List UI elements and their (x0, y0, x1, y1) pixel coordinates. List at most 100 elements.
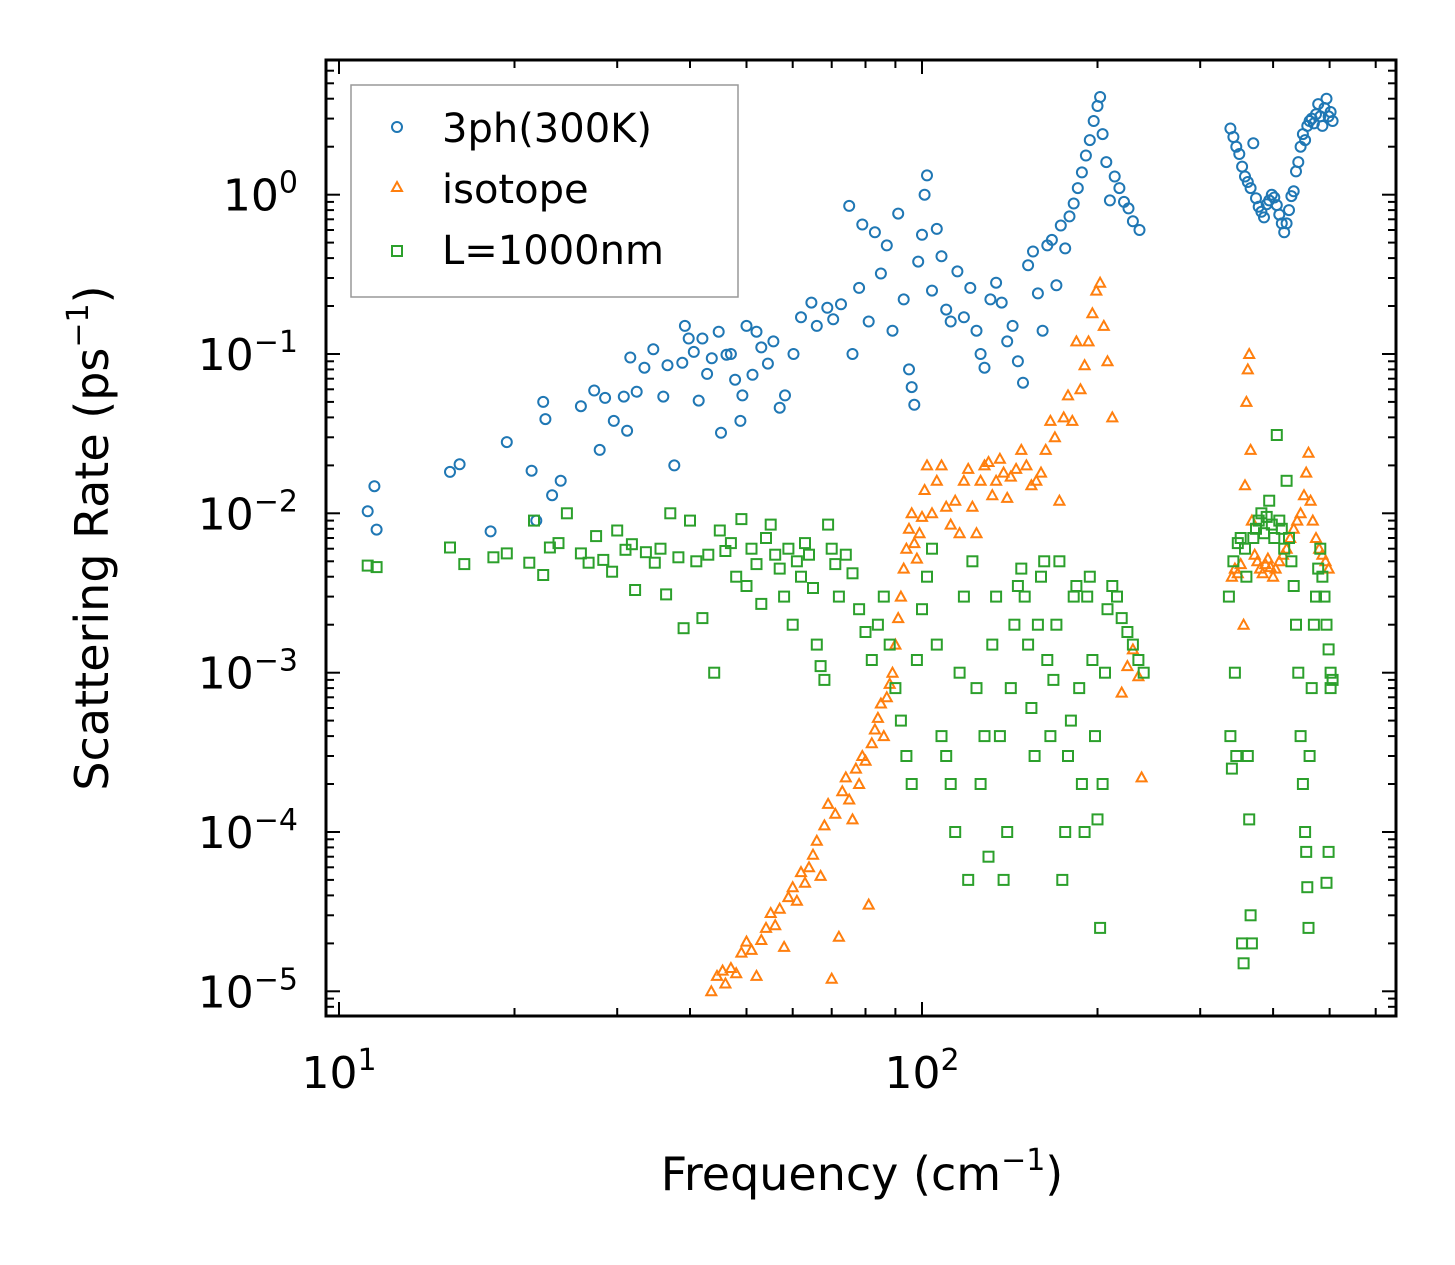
data-point (821, 796, 835, 809)
data-point (1096, 128, 1109, 141)
data-point (974, 348, 987, 360)
data-point (1089, 730, 1101, 743)
data-point (832, 590, 845, 603)
data-point (1266, 569, 1280, 582)
data-point (832, 929, 846, 942)
data-point (903, 363, 915, 376)
data-point (940, 303, 953, 316)
data-point (1290, 618, 1302, 631)
data-point (978, 361, 991, 374)
data-point (1073, 682, 1086, 695)
data-point (921, 169, 933, 182)
data-point (993, 451, 1007, 464)
data-point (786, 880, 800, 893)
data-point (1299, 134, 1312, 147)
data-point (1239, 542, 1251, 555)
data-point (1236, 937, 1249, 950)
legend-marker-square (391, 245, 403, 257)
data-point (1093, 275, 1107, 288)
data-point (1268, 532, 1281, 544)
x-tick-label: 102 (884, 1043, 959, 1099)
data-point (773, 401, 786, 414)
data-point (597, 553, 610, 566)
data-point (729, 373, 742, 386)
data-point (997, 873, 1010, 886)
data-point (944, 315, 957, 328)
data-point (1227, 555, 1240, 568)
y-tick-label: 10−2 (198, 484, 298, 540)
data-point (1290, 513, 1304, 526)
data-point (574, 400, 587, 413)
data-point (1089, 283, 1103, 296)
data-point (574, 547, 587, 560)
data-point (817, 818, 832, 831)
data-point (724, 348, 737, 360)
data-point (458, 558, 471, 571)
data-point (370, 523, 383, 536)
data-point (910, 654, 923, 666)
data-point (810, 319, 823, 332)
data-point (1053, 555, 1066, 568)
data-point (729, 966, 743, 979)
data-point (718, 976, 733, 989)
data-point (1054, 219, 1067, 232)
data-point (1316, 570, 1329, 583)
series-l-1000nm (361, 429, 1339, 970)
data-point (1000, 490, 1014, 503)
data-point (1103, 194, 1116, 207)
data-point (684, 514, 696, 527)
data-point (821, 301, 834, 314)
data-point (736, 389, 749, 402)
data-point (926, 542, 938, 555)
data-point (630, 385, 643, 398)
data-point (755, 597, 768, 610)
data-point (897, 561, 911, 574)
data-point (795, 570, 807, 583)
data-point (880, 239, 893, 252)
data-point (539, 413, 552, 426)
data-point (560, 507, 573, 520)
data-point (852, 776, 866, 789)
data-point (682, 332, 695, 345)
data-point (1299, 826, 1312, 838)
data-point (874, 267, 887, 280)
data-point (1287, 185, 1300, 198)
data-point (1287, 580, 1300, 592)
data-point (1307, 618, 1320, 631)
data-point (1310, 590, 1322, 603)
data-point (1248, 547, 1262, 560)
data-point (537, 395, 550, 408)
data-point (1292, 156, 1305, 169)
data-point (1240, 570, 1253, 583)
data-point (944, 517, 958, 530)
y-axis-title-text: Scattering Rate (ps (65, 348, 119, 791)
data-point (1091, 813, 1104, 826)
x-axis-title-sup: −1 (1001, 1143, 1045, 1178)
data-point (806, 847, 820, 860)
data-point (677, 622, 690, 635)
data-point (957, 311, 970, 324)
data-point (952, 526, 967, 539)
data-point (1244, 909, 1257, 922)
legend-label-l1000nm: L=1000nm (442, 228, 664, 274)
data-point (648, 556, 661, 569)
data-point (930, 638, 943, 651)
data-point (1316, 119, 1329, 132)
data-point (704, 984, 718, 997)
data-point (690, 555, 703, 568)
data-point (1236, 617, 1251, 630)
data-point (910, 551, 924, 564)
data-point (761, 357, 774, 370)
data-point (668, 459, 681, 472)
y-axis-title-sup: −1 (61, 303, 96, 347)
data-point (724, 537, 737, 550)
data-point (1083, 570, 1096, 583)
data-point (537, 569, 550, 581)
data-point (885, 665, 900, 678)
data-point (920, 458, 934, 471)
data-point (1314, 542, 1327, 555)
data-point (708, 666, 721, 679)
data-point (810, 833, 824, 846)
data-point (916, 603, 928, 616)
data-point (1050, 618, 1063, 631)
